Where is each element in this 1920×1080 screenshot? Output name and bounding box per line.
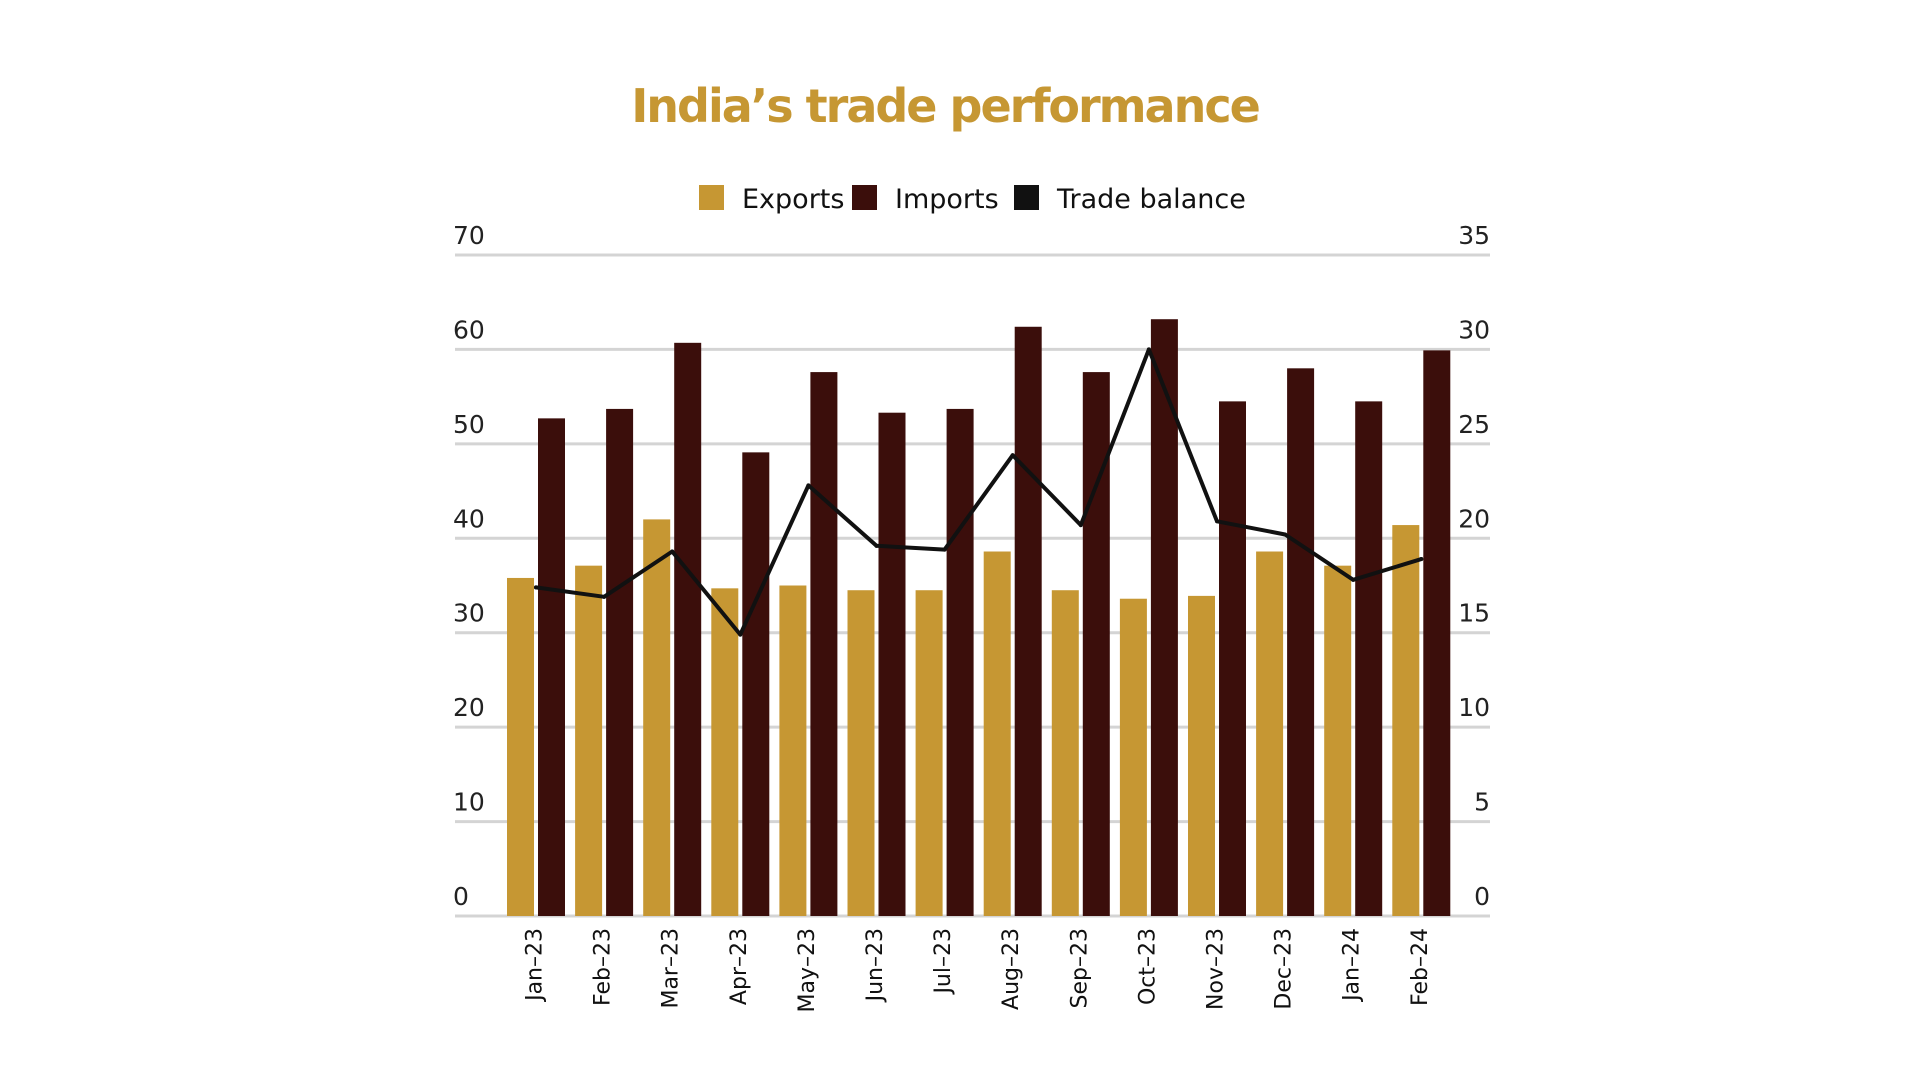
bar-imports — [1287, 368, 1315, 916]
trade-balance-point — [874, 543, 879, 548]
category-label: Dec–23 — [1272, 928, 1297, 1010]
category-label: Feb–24 — [1408, 928, 1433, 1006]
right-axis-ticks: 0 5 10 15 20 25 30 35 — [1458, 221, 1490, 911]
trade-balance-point — [1283, 532, 1288, 537]
bar-imports — [878, 412, 906, 916]
category-label: Mar–23 — [659, 928, 684, 1009]
trade-balance-line-layer — [534, 347, 1424, 637]
left-axis-tick-label: 20 — [453, 693, 485, 722]
category-label: Jan–23 — [523, 928, 548, 1003]
category-label: Nov–23 — [1204, 928, 1229, 1010]
category-label: Jun–23 — [863, 928, 888, 1003]
bar-exports — [1256, 551, 1284, 916]
category-label: Jan–24 — [1340, 928, 1365, 1003]
trade-balance-point — [1010, 453, 1015, 458]
left-axis-tick-label: 30 — [453, 599, 485, 628]
trade-balance-point — [1215, 519, 1219, 524]
bar-exports — [983, 551, 1011, 916]
legend-label-trade-balance: Trade balance — [1056, 184, 1246, 215]
legend-item-trade-balance: Trade balance — [1014, 184, 1246, 215]
bar-exports — [779, 585, 807, 916]
left-axis-tick-label: 50 — [453, 410, 485, 439]
category-label: Sep–23 — [1067, 928, 1092, 1008]
trade-balance-point — [534, 585, 538, 590]
trade-balance-point — [1146, 347, 1151, 352]
legend-label-exports: Exports — [742, 184, 844, 215]
bar-imports — [1082, 372, 1110, 916]
trade-balance-point — [806, 483, 811, 488]
trade-balance-point — [670, 549, 675, 554]
bar-imports — [946, 408, 974, 916]
bar-imports — [1014, 326, 1042, 916]
left-axis-tick-label: 70 — [453, 221, 485, 250]
bar-imports — [1150, 319, 1178, 916]
category-label: Apr–23 — [727, 928, 752, 1005]
trade-balance-point — [1078, 523, 1083, 528]
right-axis-tick-label: 30 — [1458, 315, 1490, 344]
trade-balance-point — [1419, 557, 1424, 562]
category-label: Feb–23 — [591, 928, 616, 1006]
trade-balance-line — [534, 347, 1424, 637]
bar-imports — [1355, 401, 1383, 917]
category-labels: Jan–23 Feb–23 Mar–23 Apr–23 May–23 Jun–23 Jul–… — [523, 928, 1433, 1012]
bar-exports — [1188, 595, 1215, 916]
bar-exports — [1051, 590, 1079, 916]
legend: Exports Imports Trade balance — [699, 184, 1246, 215]
bar-imports — [674, 342, 702, 916]
bar-exports — [1119, 598, 1147, 916]
right-axis-tick-label: 0 — [1474, 882, 1490, 911]
left-axis-tick-label: 60 — [453, 315, 485, 344]
left-axis-tick-label: 0 — [453, 882, 469, 911]
legend-swatch-imports — [852, 185, 877, 210]
bar-exports — [711, 588, 739, 916]
right-axis-tick-label: 20 — [1458, 504, 1490, 533]
legend-item-exports: Exports — [699, 184, 844, 215]
bar-exports — [847, 590, 875, 916]
bar-imports — [810, 372, 838, 916]
bar-imports — [1219, 401, 1246, 917]
bar-imports — [1423, 350, 1451, 916]
trade-balance-point — [738, 632, 743, 637]
bar-exports — [507, 577, 534, 916]
category-label: Jul–23 — [931, 928, 956, 996]
bar-imports — [538, 418, 565, 916]
right-axis-tick-label: 35 — [1458, 221, 1490, 250]
trade-balance-point — [602, 594, 607, 599]
bar-imports — [606, 408, 634, 916]
trade-balance-point — [942, 547, 947, 552]
bar-exports — [1324, 565, 1352, 916]
bar-exports — [1392, 525, 1420, 916]
bar-imports — [742, 452, 770, 916]
bar-exports — [643, 519, 671, 916]
left-axis-ticks: 0 10 20 30 40 50 60 70 — [453, 221, 485, 911]
left-axis-tick-label: 40 — [453, 504, 485, 533]
legend-swatch-trade-balance — [1014, 185, 1039, 210]
category-label: May–23 — [795, 928, 820, 1012]
bar-exports — [575, 565, 603, 916]
trade-balance-point — [1351, 577, 1356, 582]
legend-label-imports: Imports — [895, 184, 999, 215]
right-axis-tick-label: 10 — [1458, 693, 1490, 722]
bar-exports — [915, 590, 943, 916]
right-axis-tick-label: 25 — [1458, 410, 1490, 439]
left-axis-tick-label: 10 — [453, 788, 485, 817]
category-label: Aug–23 — [999, 928, 1024, 1010]
right-axis-tick-label: 5 — [1474, 788, 1490, 817]
category-label: Oct–23 — [1135, 928, 1160, 1005]
chart-title: India’s trade performance — [631, 79, 1259, 133]
right-axis-tick-label: 15 — [1458, 599, 1490, 628]
bars — [507, 319, 1451, 917]
legend-swatch-exports — [699, 185, 724, 210]
legend-item-imports: Imports — [852, 184, 999, 215]
